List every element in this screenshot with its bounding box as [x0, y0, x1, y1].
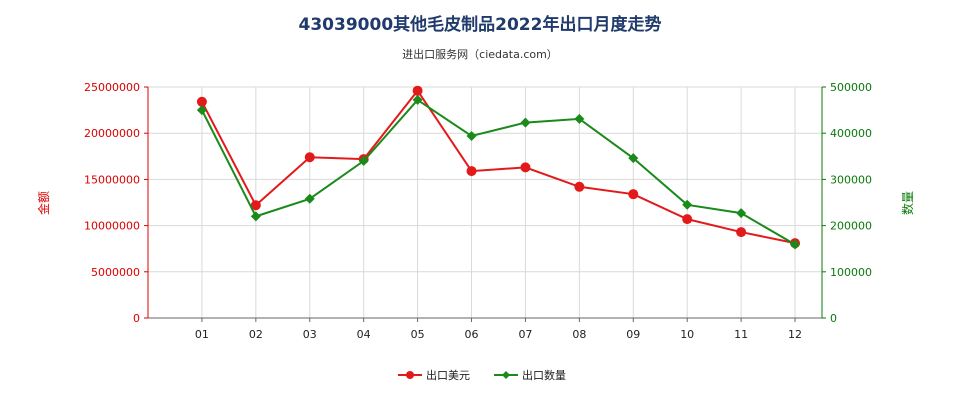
data-point [304, 152, 315, 163]
x-tick-label: 11 [734, 328, 748, 341]
x-tick-label: 02 [249, 328, 263, 341]
data-point [520, 117, 531, 128]
data-point [574, 113, 585, 124]
y-left-tick-label: 5000000 [91, 266, 140, 279]
series-line-1 [201, 88, 796, 245]
data-point [196, 105, 207, 116]
x-tick-label: 04 [357, 328, 371, 341]
data-point [790, 239, 801, 250]
data-point [682, 214, 693, 225]
y-left-tick-label: 20000000 [84, 127, 140, 140]
series-line-2 [201, 98, 796, 246]
data-point [628, 189, 639, 200]
data-point [412, 85, 423, 96]
data-point [574, 181, 585, 192]
data-point [628, 153, 639, 164]
data-point [250, 211, 261, 222]
data-point [520, 162, 531, 173]
legend-label: 出口美元 [426, 368, 470, 382]
data-point [412, 94, 423, 105]
legend-swatch-marker [502, 371, 510, 379]
y-left-tick-label: 15000000 [84, 173, 140, 186]
legend-label: 出口数量 [522, 368, 566, 382]
data-point [736, 208, 747, 219]
data-point [196, 96, 207, 107]
grid-lines [148, 86, 822, 319]
x-tick-label: 12 [788, 328, 802, 341]
axes [144, 86, 826, 322]
tick-labels: 0500000010000000150000002000000025000000… [84, 81, 872, 341]
data-point [358, 155, 369, 166]
x-tick-label: 06 [465, 328, 479, 341]
y-right-tick-label: 200000 [830, 220, 872, 233]
legend: 出口美元 出口数量 [398, 368, 566, 382]
x-tick-label: 01 [195, 328, 209, 341]
x-tick-label: 08 [572, 328, 586, 341]
x-tick-label: 05 [411, 328, 425, 341]
chart-subtitle: 进出口服务网（ciedata.com） [402, 48, 558, 61]
chart-title: 43039000其他毛皮制品2022年出口月度走势 [298, 15, 662, 35]
y-right-tick-label: 0 [830, 312, 837, 325]
series-layer [196, 85, 801, 250]
y-left-tick-label: 10000000 [84, 220, 140, 233]
legend-swatch-marker [406, 371, 414, 379]
x-tick-label: 10 [680, 328, 694, 341]
x-tick-label: 07 [518, 328, 532, 341]
y-axis-left-title: 金额 [36, 191, 51, 215]
data-point [250, 200, 261, 211]
y-right-tick-label: 300000 [830, 173, 872, 186]
y-right-tick-label: 500000 [830, 81, 872, 94]
data-point [682, 199, 693, 210]
x-tick-label: 03 [303, 328, 317, 341]
y-left-tick-label: 25000000 [84, 81, 140, 94]
y-right-tick-label: 100000 [830, 266, 872, 279]
data-point [466, 130, 477, 141]
data-point [736, 227, 747, 238]
y-axis-right-title: 数量 [900, 191, 915, 215]
y-left-tick-label: 0 [133, 312, 140, 325]
data-point [304, 193, 315, 204]
y-right-tick-label: 400000 [830, 127, 872, 140]
x-tick-label: 09 [626, 328, 640, 341]
data-point [466, 166, 477, 177]
